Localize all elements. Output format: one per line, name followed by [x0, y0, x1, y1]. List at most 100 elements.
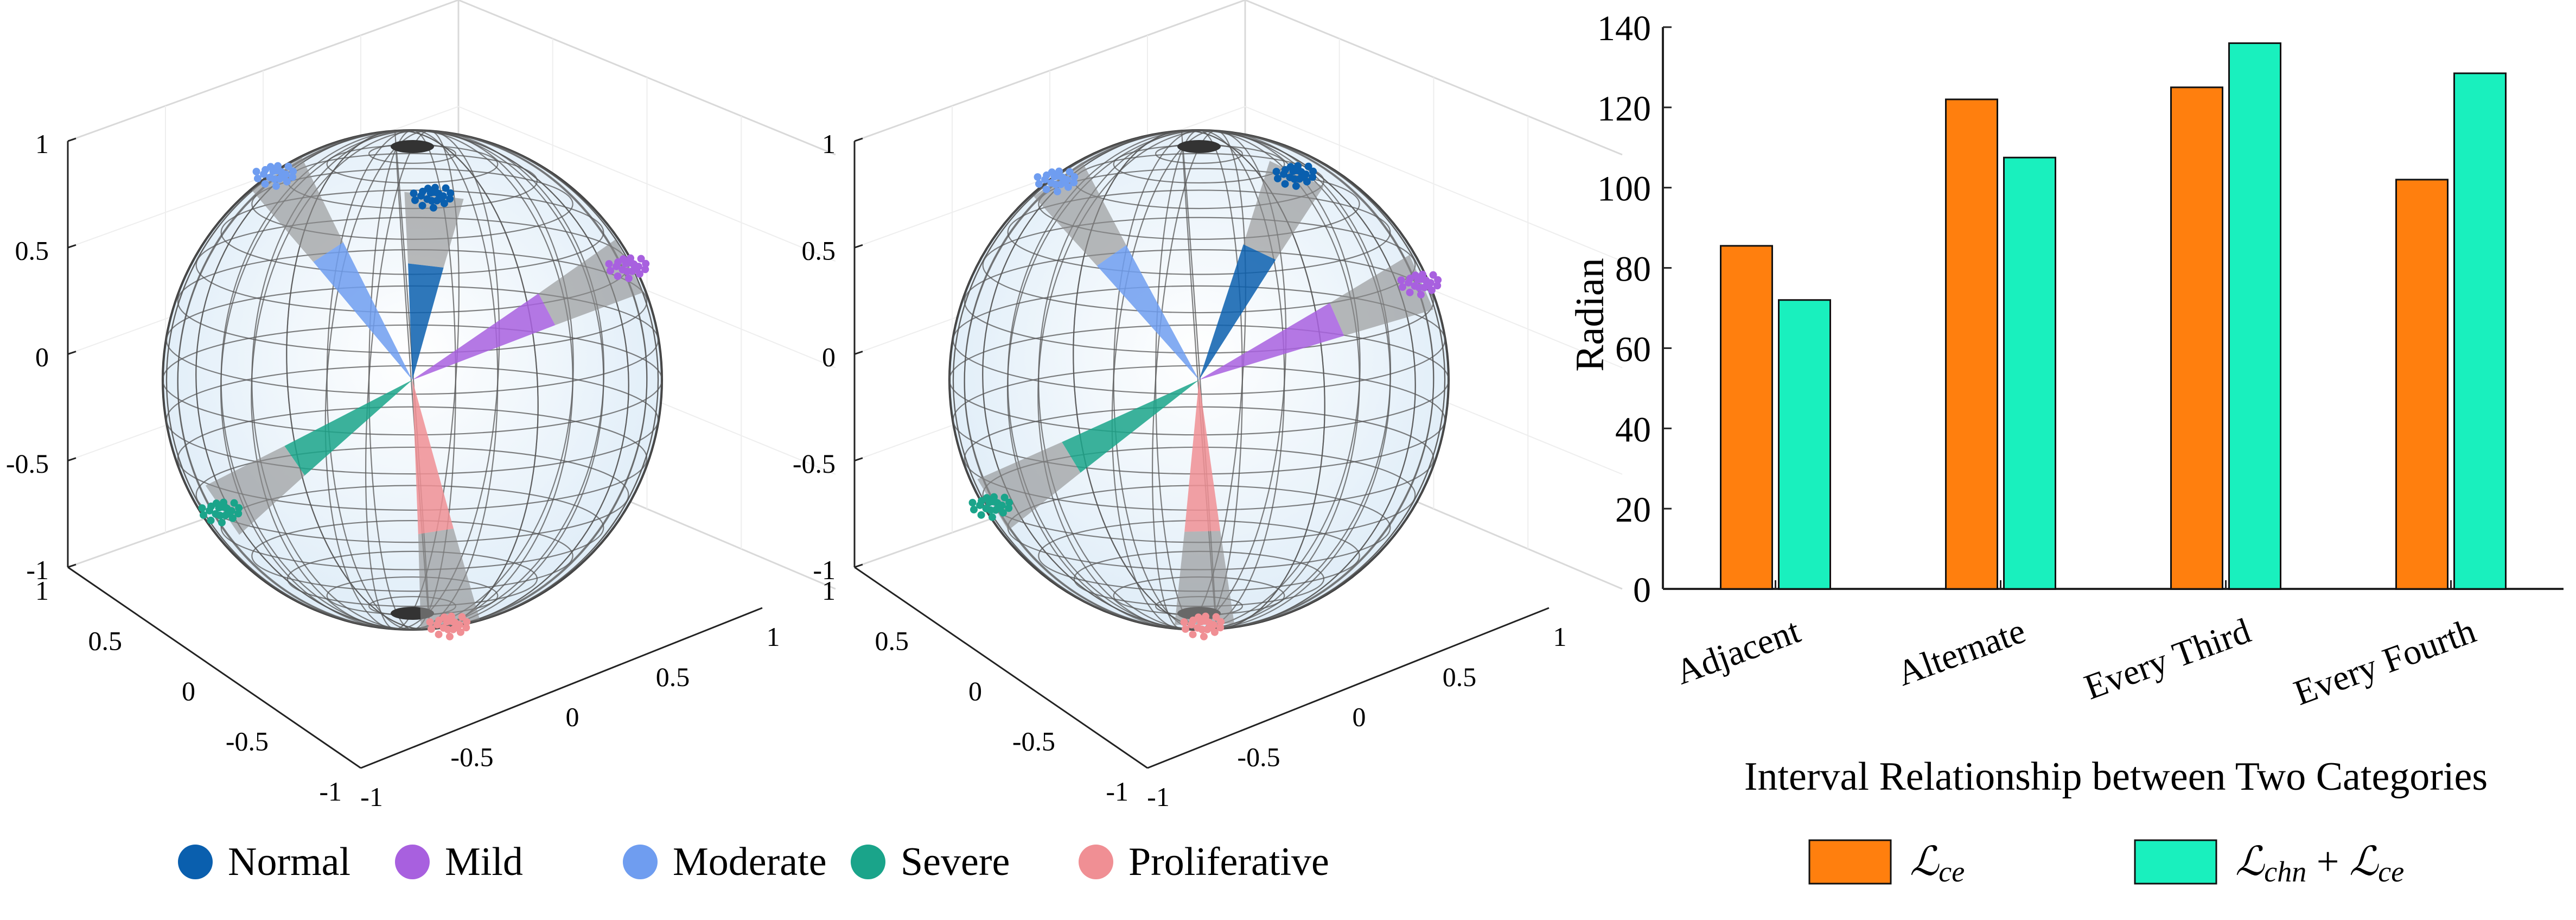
cluster-point	[417, 192, 425, 200]
legend-item-normal: Normal	[178, 840, 350, 884]
bar-lchn-lce-alternate	[2003, 156, 2056, 590]
cluster-point	[985, 498, 993, 506]
x-tick-label: -1	[1147, 782, 1170, 812]
cluster-point	[410, 189, 418, 198]
cluster-point	[218, 518, 226, 526]
sphere-plot-middle: 10.50-0.5-110.50-0.5-1 -1-0.500.51	[793, 0, 1623, 812]
z-tick	[67, 137, 76, 142]
cluster-point	[1309, 173, 1317, 181]
legend-label: ℒce	[1910, 840, 1965, 888]
cone-normal	[408, 263, 444, 380]
trail-normal	[404, 192, 464, 268]
y-tick-label: -1	[1106, 776, 1128, 807]
class-cones	[968, 161, 1442, 640]
latitude-line	[982, 217, 1416, 314]
y-axis-line	[854, 566, 1148, 769]
z-tick-label: 1	[822, 129, 836, 159]
cluster-severe	[968, 493, 1013, 521]
trail-proliferative	[1175, 531, 1234, 625]
y-tick-label: 120	[1597, 89, 1651, 129]
cluster-point	[272, 182, 280, 190]
y-tick-label: 0.5	[875, 626, 909, 656]
cluster-point	[1000, 493, 1009, 502]
legend-label: ℒchn + ℒce	[2235, 840, 2404, 888]
legend-marker	[395, 845, 430, 879]
x-tick-label: -1	[360, 782, 383, 812]
cluster-point	[1417, 290, 1425, 299]
cluster-point	[1042, 185, 1050, 193]
cluster-point	[207, 516, 215, 524]
y-tick-label: 1	[35, 575, 49, 606]
legend-swatch	[2134, 839, 2217, 885]
cluster-point	[1272, 168, 1280, 176]
bar-lce-alternate	[1945, 98, 1998, 590]
cone-mild	[412, 293, 556, 380]
cluster-point	[641, 265, 649, 274]
z-tick	[854, 457, 863, 462]
cluster-point	[260, 170, 268, 178]
cluster-point	[605, 260, 613, 268]
cluster-normal	[410, 183, 455, 212]
cluster-point	[1274, 174, 1282, 182]
cluster-point	[1050, 173, 1059, 181]
cluster-severe	[198, 498, 243, 526]
legend-item-proliferative: Proliferative	[1079, 840, 1329, 884]
x-tick-label: 0.5	[1443, 662, 1477, 692]
cluster-point	[455, 621, 463, 629]
cluster-mild	[1397, 270, 1442, 299]
longitude-line	[165, 129, 659, 631]
x-tick-label: -0.5	[1237, 741, 1280, 772]
box-back-top	[854, 0, 1623, 156]
bar-legend-item-0: ℒce	[1808, 839, 1965, 888]
cluster-point	[1217, 618, 1225, 626]
cluster-point	[1304, 162, 1312, 170]
latitude-line	[195, 446, 629, 543]
cluster-point	[227, 507, 235, 515]
cluster-point	[446, 195, 454, 203]
y-tick-label: -0.5	[226, 726, 269, 757]
cluster-point	[622, 259, 630, 268]
cone-moderate	[1096, 245, 1199, 380]
z-tick	[67, 244, 76, 249]
cluster-point	[418, 201, 426, 210]
bar-chart-legend: ℒce ℒchn + ℒce	[1808, 839, 2404, 888]
x-tick-label: 0	[566, 702, 579, 732]
cluster-point	[200, 511, 208, 519]
legend-label: Proliferative	[1128, 840, 1329, 884]
bar-lchn-lce-every-third	[2228, 42, 2281, 590]
cluster-point	[1041, 175, 1049, 183]
cluster-point	[1188, 620, 1196, 629]
cluster-point	[442, 184, 450, 192]
cone-proliferative	[412, 380, 454, 535]
bar-legend-item-1: ℒchn + ℒce	[2134, 839, 2404, 888]
z-tick	[67, 351, 76, 355]
cluster-point	[1302, 170, 1310, 179]
north-pole	[1177, 140, 1221, 153]
cluster-point	[261, 180, 269, 188]
y-tick-label: 40	[1615, 410, 1651, 449]
cone-severe	[1062, 380, 1199, 473]
cluster-point	[1063, 176, 1071, 184]
latitude-line	[286, 550, 538, 607]
cone-severe	[284, 380, 412, 476]
cluster-point	[614, 272, 622, 280]
legend-label: Mild	[445, 840, 523, 884]
y-tick-label: 80	[1615, 250, 1651, 289]
cluster-point	[230, 499, 238, 507]
cluster-point	[1292, 182, 1300, 190]
latitude-line	[220, 485, 604, 570]
cluster-point	[976, 501, 984, 509]
cluster-point	[1406, 288, 1414, 296]
latitude-line	[964, 249, 1434, 354]
sphere-legend: Normal Mild Moderate Severe Proliferative	[178, 840, 1329, 884]
z-tick-label: -0.5	[6, 448, 49, 479]
y-tick-label: 100	[1597, 169, 1651, 209]
cluster-point	[1034, 173, 1042, 181]
x-axis-line	[1147, 607, 1550, 769]
x-tick-label: Every Fourth	[2289, 611, 2481, 713]
cluster-point	[1405, 278, 1413, 287]
x-tick-label: Adjacent	[1670, 611, 1806, 692]
cluster-point	[426, 189, 435, 197]
cluster-point	[1280, 170, 1288, 178]
bar-chart: 0 20 40 60 80 100 120 140 Adjacent Alternate Every…	[1568, 9, 2564, 799]
